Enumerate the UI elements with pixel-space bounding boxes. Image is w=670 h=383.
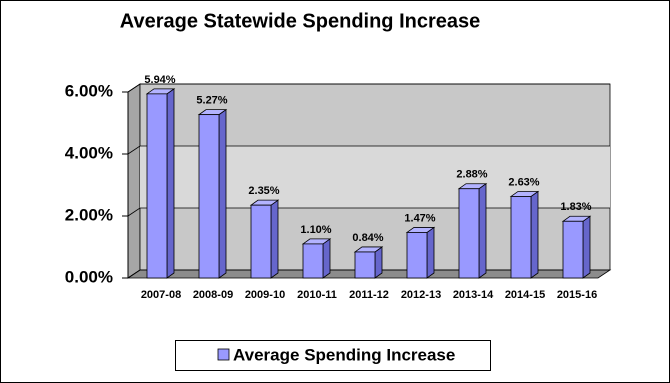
- x-tick-label: 2013-14: [453, 289, 494, 301]
- data-label: 1.10%: [300, 224, 331, 236]
- grid-line: [127, 207, 610, 217]
- data-label: 2.35%: [248, 185, 279, 197]
- data-label: 5.94%: [144, 74, 175, 86]
- x-tick-label: 2007-08: [141, 289, 181, 301]
- grid-line: [127, 145, 610, 155]
- x-tick-label: 2009-10: [245, 289, 285, 301]
- legend-label: Average Spending Increase: [233, 345, 455, 364]
- bar-side: [322, 238, 331, 279]
- x-tick-label: 2014-15: [505, 289, 545, 301]
- data-label: 2.88%: [456, 169, 487, 181]
- data-label: 5.27%: [196, 95, 227, 107]
- bar-side: [530, 190, 539, 279]
- y-tick-label: 2.00%: [65, 205, 113, 224]
- bar-side: [270, 199, 279, 279]
- bar: [458, 188, 480, 279]
- x-tick-label: 2011-12: [349, 289, 389, 301]
- data-label: 0.84%: [352, 232, 383, 244]
- bar-side: [582, 215, 591, 279]
- left-wall: [127, 83, 141, 279]
- bar-side: [166, 88, 175, 279]
- bar-side: [218, 108, 227, 279]
- chart-title: Average Statewide Spending Increase: [120, 10, 481, 32]
- grid-line: [127, 269, 610, 279]
- bar: [146, 93, 168, 279]
- bar: [406, 232, 428, 279]
- y-tick-label: 4.00%: [65, 143, 113, 162]
- x-tick-label: 2015-16: [557, 289, 597, 301]
- bar-side: [426, 226, 435, 279]
- legend-swatch: [217, 348, 230, 361]
- x-tick-label: 2008-09: [193, 289, 233, 301]
- data-label: 1.47%: [404, 212, 435, 224]
- y-tick-label: 0.00%: [65, 267, 113, 286]
- x-tick-label: 2010-11: [297, 289, 337, 301]
- bar: [562, 220, 584, 279]
- x-tick-label: 2012-13: [401, 289, 441, 301]
- bar: [250, 204, 272, 279]
- bar: [510, 196, 532, 279]
- grid-line: [127, 83, 610, 93]
- data-label: 1.83%: [560, 201, 591, 213]
- bar-side: [478, 182, 487, 279]
- data-label: 2.63%: [508, 176, 539, 188]
- bar: [198, 114, 220, 279]
- bar: [354, 251, 376, 279]
- y-tick-label: 6.00%: [65, 81, 113, 100]
- bar: [302, 243, 324, 279]
